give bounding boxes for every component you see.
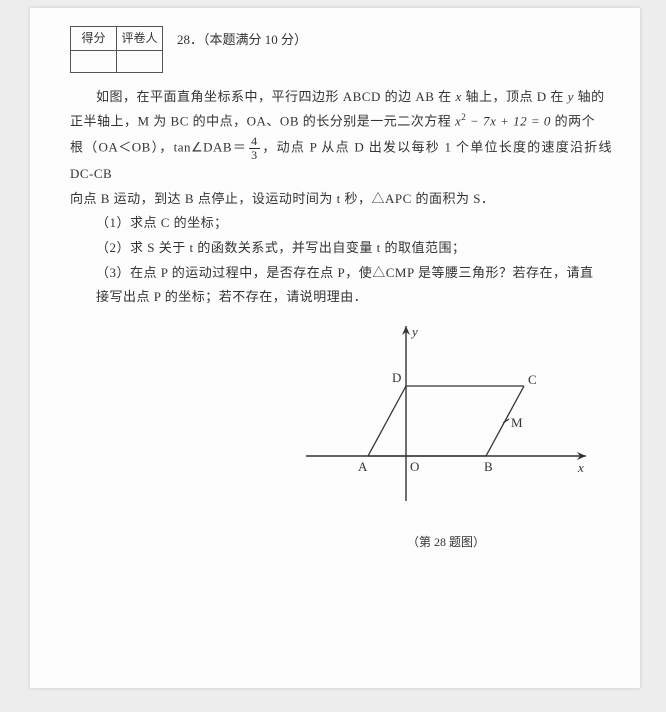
svg-text:y: y [410, 324, 418, 339]
eq-d: + 12 = 0 [496, 114, 551, 129]
sub-question-3b: 接写出点 P 的坐标；若不存在，请说明理由． [70, 285, 612, 310]
text-seg: 轴上，顶点 D 在 [462, 89, 568, 104]
score-header-score: 得分 [71, 27, 117, 51]
figure-caption: （第 28 题图） [280, 531, 612, 554]
question-body: 如图，在平面直角坐标系中，平行四边形 ABCD 的边 AB 在 x 轴上，顶点 … [70, 73, 612, 310]
score-cell-score [71, 50, 117, 72]
svg-text:D: D [392, 370, 401, 385]
geometry-figure: y x D C A O B M [296, 316, 596, 516]
sub-question-3a: （3）在点 P 的运动过程中，是否存在点 P，使△CMP 是等腰三角形？若存在，… [70, 261, 612, 286]
text-seg: 根（OA＜OB），tan∠DAB＝ [70, 139, 247, 154]
svg-text:B: B [484, 459, 493, 474]
svg-text:A: A [358, 459, 368, 474]
text-seg: 轴的 [574, 89, 605, 104]
sub-question-2: （2）求 S 关于 t 的函数关系式，并写出自变量 t 的取值范围； [70, 236, 612, 261]
svg-text:x: x [577, 460, 584, 475]
exam-page: 得分 评卷人 28．（本题满分 10 分） 如图，在平面直角坐标系中，平行四边形… [30, 8, 640, 688]
question-line-4: 向点 B 运动，到达 B 点停止，设运动时间为 t 秒，△APC 的面积为 S． [70, 187, 612, 212]
eq-b: − 7 [466, 114, 490, 129]
fraction: 43 [249, 135, 260, 162]
question-line-2: 正半轴上，M 为 BC 的中点，OA、OB 的长分别是一元二次方程 x2 − 7… [70, 109, 612, 134]
frac-den: 3 [249, 149, 260, 162]
text-seg: 的两个 [551, 114, 595, 129]
score-table: 得分 评卷人 [70, 26, 163, 73]
svg-text:O: O [410, 459, 419, 474]
sub-question-1: （1）求点 C 的坐标； [70, 211, 612, 236]
frac-num: 4 [249, 135, 260, 149]
svg-text:C: C [528, 372, 537, 387]
figure: y x D C A O B M [280, 316, 612, 525]
text-seg: 正半轴上，M 为 BC 的中点，OA、OB 的长分别是一元二次方程 [70, 114, 455, 129]
text-seg: 如图，在平面直角坐标系中，平行四边形 ABCD 的边 AB 在 [96, 89, 455, 104]
score-header-grader: 评卷人 [117, 27, 163, 51]
svg-text:M: M [511, 415, 523, 430]
score-cell-grader [117, 50, 163, 72]
question-line-3: 根（OA＜OB），tan∠DAB＝43，动点 P 从点 D 出发以每秒 1 个单… [70, 135, 612, 187]
question-line-1: 如图，在平面直角坐标系中，平行四边形 ABCD 的边 AB 在 x 轴上，顶点 … [70, 85, 612, 110]
